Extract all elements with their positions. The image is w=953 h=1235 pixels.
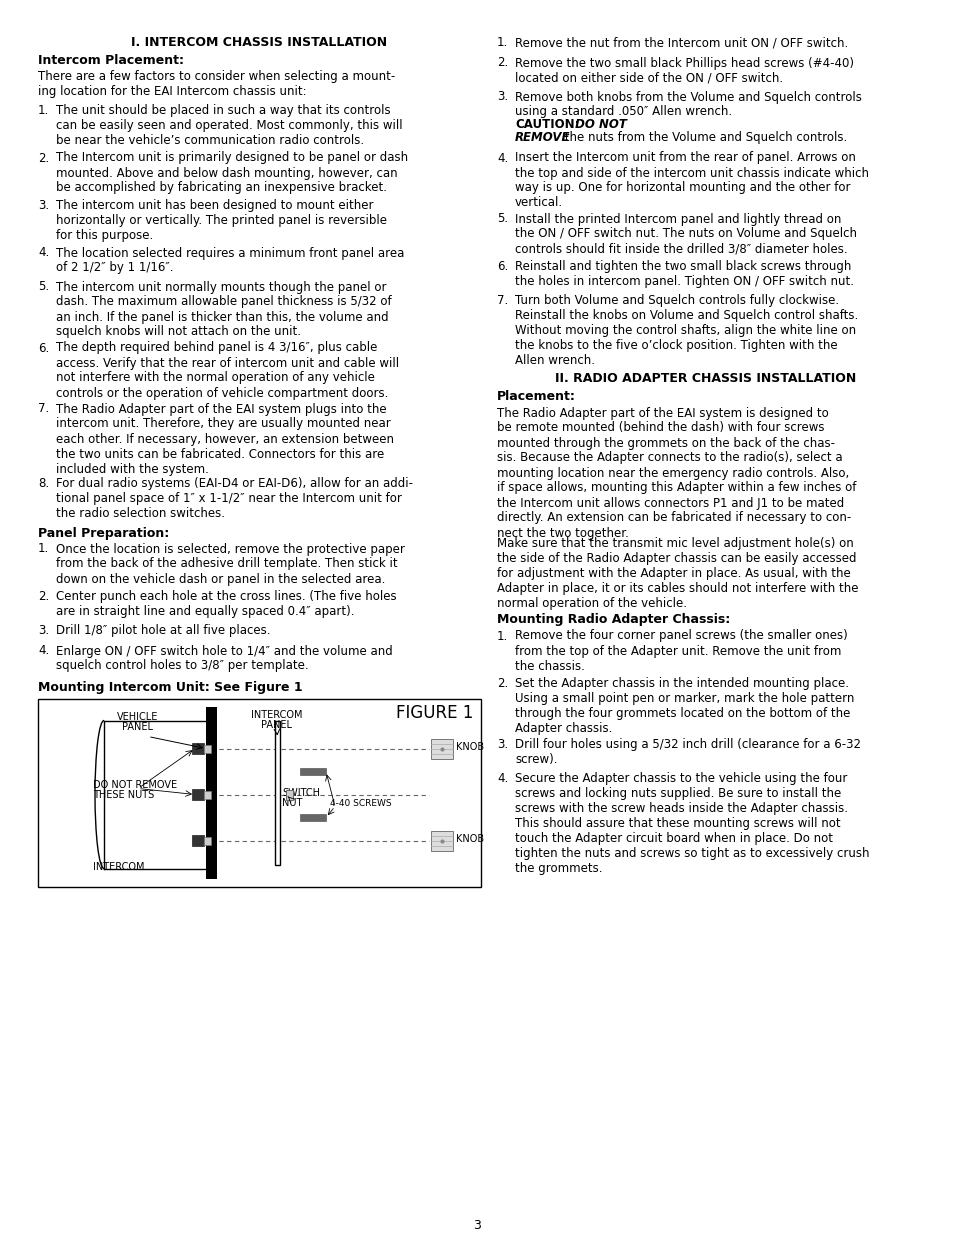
Text: Once the location is selected, remove the protective paper
from the back of the : Once the location is selected, remove th… bbox=[56, 542, 404, 585]
Text: Set the Adapter chassis in the intended mounting place.
Using a small point pen : Set the Adapter chassis in the intended … bbox=[515, 677, 854, 735]
Text: The intercom unit normally mounts though the panel or
dash. The maximum allowabl: The intercom unit normally mounts though… bbox=[56, 280, 392, 338]
Text: 3.: 3. bbox=[497, 90, 508, 104]
Text: Remove the two small black Phillips head screws (#4-40)
located on either side o: Remove the two small black Phillips head… bbox=[515, 57, 853, 84]
Text: 7.: 7. bbox=[497, 294, 508, 308]
Text: 1.: 1. bbox=[497, 630, 508, 642]
Text: 6.: 6. bbox=[497, 261, 508, 273]
Text: DO NOT: DO NOT bbox=[571, 117, 626, 131]
Text: 8.: 8. bbox=[38, 477, 49, 490]
Text: PANEL: PANEL bbox=[261, 720, 293, 730]
Text: KNOB: KNOB bbox=[456, 834, 483, 844]
Text: KNOB: KNOB bbox=[456, 741, 483, 752]
Text: Remove the four corner panel screws (the smaller ones)
from the top of the Adapt: Remove the four corner panel screws (the… bbox=[515, 630, 847, 673]
Text: 1.: 1. bbox=[38, 542, 50, 556]
Text: The Radio Adapter part of the EAI system is designed to
be remote mounted (behin: The Radio Adapter part of the EAI system… bbox=[497, 406, 856, 540]
Text: NUT: NUT bbox=[282, 799, 302, 809]
Text: SWITCH: SWITCH bbox=[282, 788, 319, 799]
Text: There are a few factors to consider when selecting a mount-
ing location for the: There are a few factors to consider when… bbox=[38, 70, 395, 98]
Bar bbox=[206, 706, 216, 878]
Bar bbox=[431, 739, 453, 758]
Text: Make sure that the transmit mic level adjustment hole(s) on
the side of the Radi: Make sure that the transmit mic level ad… bbox=[497, 537, 858, 610]
Text: 2.: 2. bbox=[497, 57, 508, 69]
Text: The Intercom unit is primarily designed to be panel or dash
mounted. Above and b: The Intercom unit is primarily designed … bbox=[56, 152, 408, 194]
Text: 6.: 6. bbox=[38, 342, 50, 354]
Text: 5.: 5. bbox=[497, 212, 508, 226]
Text: Center punch each hole at the cross lines. (The five holes
are in straight line : Center punch each hole at the cross line… bbox=[56, 590, 396, 618]
Bar bbox=[192, 835, 204, 846]
Text: Install the printed Intercom panel and lightly thread on
the ON / OFF switch nut: Install the printed Intercom panel and l… bbox=[515, 212, 856, 256]
Text: 2.: 2. bbox=[38, 590, 50, 603]
Text: 2.: 2. bbox=[38, 152, 50, 164]
Text: 1.: 1. bbox=[38, 104, 50, 117]
Text: 4.: 4. bbox=[38, 645, 50, 657]
Text: REMOVE: REMOVE bbox=[515, 131, 570, 144]
Text: 3.: 3. bbox=[38, 624, 49, 637]
Text: 5.: 5. bbox=[38, 280, 49, 294]
Text: For dual radio systems (EAI-D4 or EAI-D6), allow for an addi-
tional panel space: For dual radio systems (EAI-D4 or EAI-D6… bbox=[56, 477, 413, 520]
Text: Panel Preparation:: Panel Preparation: bbox=[38, 526, 169, 540]
Bar bbox=[204, 790, 211, 799]
Text: PANEL: PANEL bbox=[122, 721, 153, 731]
Bar bbox=[274, 720, 280, 864]
Text: 4-40 SCREWS: 4-40 SCREWS bbox=[330, 799, 392, 808]
Bar bbox=[204, 836, 211, 845]
Text: II. RADIO ADAPTER CHASSIS INSTALLATION: II. RADIO ADAPTER CHASSIS INSTALLATION bbox=[555, 373, 856, 385]
Text: Drill four holes using a 5/32 inch drill (clearance for a 6-32
screw).: Drill four holes using a 5/32 inch drill… bbox=[515, 739, 861, 766]
Text: Reinstall and tighten the two small black screws through
the holes in intercom p: Reinstall and tighten the two small blac… bbox=[515, 261, 853, 288]
Text: 4.: 4. bbox=[497, 772, 508, 785]
Text: DO NOT REMOVE: DO NOT REMOVE bbox=[92, 781, 177, 790]
Text: The location selected requires a minimum front panel area
of 2 1/2″ by 1 1/16″.: The location selected requires a minimum… bbox=[56, 247, 404, 274]
Bar bbox=[192, 743, 204, 755]
Text: Remove the nut from the Intercom unit ON / OFF switch.: Remove the nut from the Intercom unit ON… bbox=[515, 36, 847, 49]
Text: THESE NUTS: THESE NUTS bbox=[92, 790, 154, 800]
Text: Enlarge ON / OFF switch hole to 1/4″ and the volume and
squelch control holes to: Enlarge ON / OFF switch hole to 1/4″ and… bbox=[56, 645, 393, 673]
Bar bbox=[192, 789, 204, 800]
Text: Remove both knobs from the Volume and Squelch controls
using a standard .050″ Al: Remove both knobs from the Volume and Sq… bbox=[515, 90, 861, 119]
Text: CAUTION:: CAUTION: bbox=[515, 117, 578, 131]
Text: 3.: 3. bbox=[38, 199, 49, 212]
Text: 4.: 4. bbox=[497, 152, 508, 164]
Text: Turn both Volume and Squelch controls fully clockwise.
Reinstall the knobs on Vo: Turn both Volume and Squelch controls fu… bbox=[515, 294, 858, 367]
Text: INTERCOM: INTERCOM bbox=[92, 862, 144, 872]
Text: Intercom Placement:: Intercom Placement: bbox=[38, 54, 184, 67]
Text: 3.: 3. bbox=[497, 739, 508, 751]
Text: Placement:: Placement: bbox=[497, 390, 576, 404]
Text: Mounting Radio Adapter Chassis:: Mounting Radio Adapter Chassis: bbox=[497, 614, 729, 626]
Text: The unit should be placed in such a way that its controls
can be easily seen and: The unit should be placed in such a way … bbox=[56, 104, 402, 147]
Text: The Radio Adapter part of the EAI system plugs into the
intercom unit. Therefore: The Radio Adapter part of the EAI system… bbox=[56, 403, 394, 475]
Text: FIGURE 1: FIGURE 1 bbox=[395, 704, 473, 722]
Text: The intercom unit has been designed to mount either
horizontally or vertically. : The intercom unit has been designed to m… bbox=[56, 199, 387, 242]
Text: Insert the Intercom unit from the rear of panel. Arrows on
the top and side of t: Insert the Intercom unit from the rear o… bbox=[515, 152, 868, 210]
Bar bbox=[38, 699, 480, 887]
Bar bbox=[431, 830, 453, 851]
Text: 7.: 7. bbox=[38, 403, 50, 415]
Text: VEHICLE: VEHICLE bbox=[117, 713, 158, 722]
Bar bbox=[299, 767, 326, 774]
Text: Drill 1/8″ pilot hole at all five places.: Drill 1/8″ pilot hole at all five places… bbox=[56, 624, 271, 637]
Text: Mounting Intercom Unit: See Figure 1: Mounting Intercom Unit: See Figure 1 bbox=[38, 680, 302, 694]
Bar bbox=[286, 789, 293, 799]
Text: Secure the Adapter chassis to the vehicle using the four
screws and locking nuts: Secure the Adapter chassis to the vehicl… bbox=[515, 772, 868, 876]
Text: The depth required behind panel is 4 3/16″, plus cable
access. Verify that the r: The depth required behind panel is 4 3/1… bbox=[56, 342, 398, 399]
Text: INTERCOM: INTERCOM bbox=[251, 710, 302, 720]
Text: 1.: 1. bbox=[497, 36, 508, 49]
Bar bbox=[204, 745, 211, 752]
Text: the nuts from the Volume and Squelch controls.: the nuts from the Volume and Squelch con… bbox=[560, 131, 846, 144]
Text: 4.: 4. bbox=[38, 247, 50, 259]
Text: 3: 3 bbox=[473, 1219, 480, 1233]
Text: 2.: 2. bbox=[497, 677, 508, 690]
Bar bbox=[299, 814, 326, 820]
Text: I. INTERCOM CHASSIS INSTALLATION: I. INTERCOM CHASSIS INSTALLATION bbox=[131, 36, 387, 49]
